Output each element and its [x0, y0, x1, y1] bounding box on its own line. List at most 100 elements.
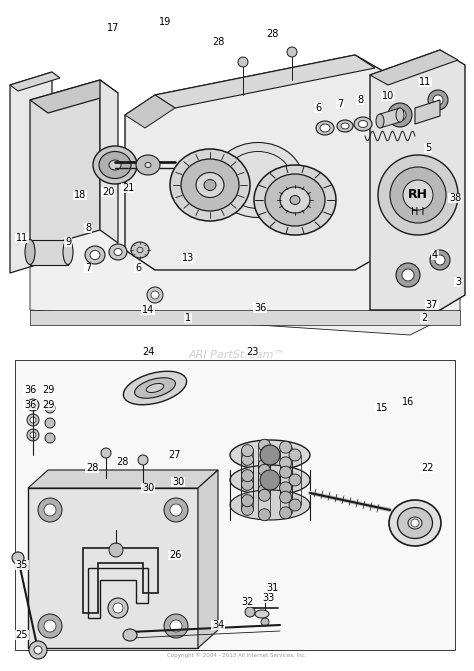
Circle shape — [30, 417, 36, 423]
Circle shape — [45, 403, 55, 413]
Circle shape — [109, 543, 123, 557]
Text: 25: 25 — [16, 630, 28, 640]
Text: 29: 29 — [42, 400, 54, 410]
Circle shape — [44, 620, 56, 632]
Circle shape — [261, 618, 269, 626]
Circle shape — [29, 641, 47, 659]
Circle shape — [390, 167, 446, 223]
Circle shape — [280, 482, 292, 494]
Circle shape — [280, 457, 292, 469]
Circle shape — [433, 95, 443, 105]
Circle shape — [241, 470, 254, 482]
Text: 11: 11 — [419, 77, 431, 87]
Text: 8: 8 — [357, 95, 363, 105]
Circle shape — [411, 519, 419, 527]
Circle shape — [27, 399, 39, 411]
Ellipse shape — [25, 240, 35, 264]
Text: 16: 16 — [402, 397, 414, 407]
Polygon shape — [380, 108, 400, 128]
Ellipse shape — [63, 240, 73, 264]
Ellipse shape — [93, 146, 137, 184]
Text: 30: 30 — [172, 477, 184, 487]
Polygon shape — [370, 50, 465, 310]
Circle shape — [241, 445, 254, 457]
Circle shape — [435, 255, 445, 265]
Circle shape — [388, 103, 412, 127]
Text: 26: 26 — [169, 550, 181, 560]
Ellipse shape — [109, 244, 127, 260]
Text: 31: 31 — [266, 583, 278, 593]
Circle shape — [258, 464, 271, 476]
Text: 11: 11 — [16, 233, 28, 243]
Circle shape — [12, 552, 24, 564]
Polygon shape — [30, 240, 68, 265]
Text: 15: 15 — [376, 403, 388, 413]
Text: 5: 5 — [425, 143, 431, 153]
Circle shape — [113, 603, 123, 613]
Circle shape — [258, 509, 271, 521]
Ellipse shape — [254, 165, 336, 235]
Ellipse shape — [136, 155, 160, 175]
Text: 37: 37 — [426, 300, 438, 310]
Text: 2: 2 — [421, 313, 427, 323]
Ellipse shape — [131, 242, 149, 258]
Text: 29: 29 — [42, 385, 54, 395]
Circle shape — [241, 454, 254, 466]
Ellipse shape — [290, 195, 300, 205]
Polygon shape — [28, 488, 198, 648]
Polygon shape — [10, 72, 52, 273]
Ellipse shape — [320, 124, 330, 132]
Text: RH: RH — [408, 189, 428, 201]
Ellipse shape — [146, 384, 164, 393]
Ellipse shape — [255, 610, 269, 618]
Circle shape — [101, 448, 111, 458]
Ellipse shape — [230, 465, 310, 495]
Text: 22: 22 — [422, 463, 434, 473]
Text: 7: 7 — [85, 263, 91, 273]
Circle shape — [260, 470, 280, 490]
Polygon shape — [370, 50, 458, 85]
Ellipse shape — [265, 174, 325, 226]
Text: 10: 10 — [382, 91, 394, 101]
Circle shape — [151, 291, 159, 299]
Polygon shape — [28, 470, 218, 488]
Circle shape — [402, 269, 414, 281]
Text: 28: 28 — [86, 463, 98, 473]
Ellipse shape — [341, 123, 349, 129]
Circle shape — [258, 440, 271, 452]
Circle shape — [164, 614, 188, 638]
Circle shape — [245, 607, 255, 617]
Circle shape — [394, 109, 406, 121]
Ellipse shape — [109, 160, 121, 170]
Text: 6: 6 — [135, 263, 141, 273]
Circle shape — [34, 646, 42, 654]
Circle shape — [241, 478, 254, 491]
Polygon shape — [415, 100, 440, 124]
Circle shape — [289, 449, 301, 461]
Circle shape — [280, 507, 292, 519]
Text: 35: 35 — [16, 560, 28, 570]
Circle shape — [45, 433, 55, 443]
Text: 36: 36 — [254, 303, 266, 313]
Text: 17: 17 — [107, 23, 119, 33]
Text: H I: H I — [411, 207, 425, 217]
Polygon shape — [125, 95, 175, 128]
Circle shape — [241, 503, 254, 515]
Ellipse shape — [204, 180, 216, 191]
Circle shape — [396, 263, 420, 287]
Circle shape — [170, 620, 182, 632]
Ellipse shape — [114, 248, 122, 256]
Circle shape — [430, 250, 450, 270]
Circle shape — [280, 491, 292, 503]
Polygon shape — [10, 72, 60, 91]
Circle shape — [258, 484, 271, 496]
Ellipse shape — [123, 629, 137, 641]
Circle shape — [27, 429, 39, 441]
Ellipse shape — [230, 490, 310, 520]
Circle shape — [289, 474, 301, 486]
Text: 7: 7 — [337, 99, 343, 109]
Text: 20: 20 — [102, 187, 114, 197]
Ellipse shape — [99, 152, 131, 178]
Circle shape — [280, 441, 292, 453]
Text: 28: 28 — [266, 29, 278, 39]
